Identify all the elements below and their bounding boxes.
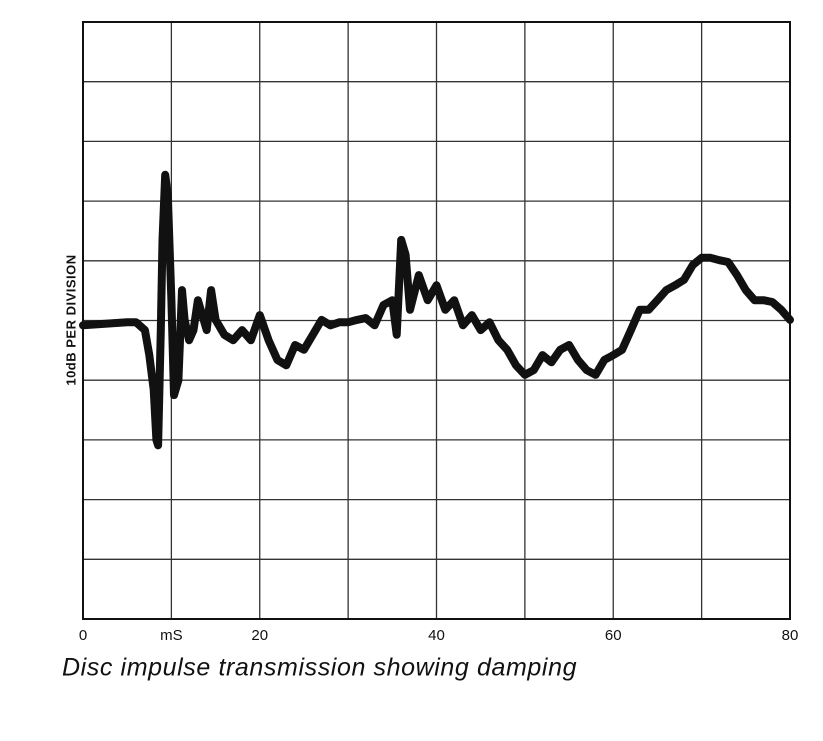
trace	[79, 170, 794, 450]
chart-title: Disc impulse transmission showing dampin…	[62, 654, 577, 682]
x-tick-label: 20	[251, 627, 268, 644]
y-axis-label: 10dB PER DIVISION	[63, 254, 78, 385]
x-tick-label: mS	[160, 627, 183, 644]
x-tick-label: 40	[428, 627, 445, 644]
x-tick-label: 0	[79, 627, 87, 644]
x-tick-label: 60	[605, 627, 622, 644]
x-tick-label: 80	[782, 627, 799, 644]
